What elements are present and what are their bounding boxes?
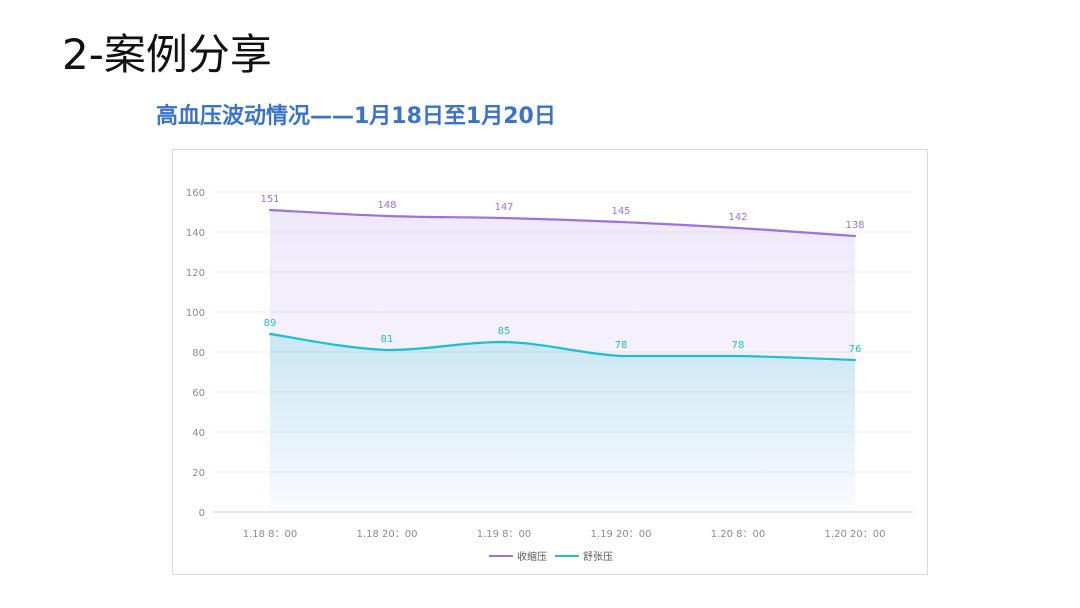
data-label: 78 <box>732 340 745 351</box>
y-tick-label: 0 <box>199 508 205 519</box>
series-line[interactable] <box>268 332 857 362</box>
legend-label: 收缩压 <box>517 550 547 563</box>
y-tick-label: 40 <box>192 428 205 439</box>
line-chart: 151 148 147 145 142 138 89 81 85 78 78 76 0 20 40 60 80… <box>186 188 913 563</box>
data-label: 138 <box>845 220 864 231</box>
y-tick-label: 140 <box>186 228 205 239</box>
axis-layer: 0 20 40 60 80 100 120 140 160 1.18 8：00 1.18 20：00… <box>186 188 886 540</box>
legend-label: 舒张压 <box>583 550 613 563</box>
data-label: 151 <box>260 194 279 205</box>
legend-item[interactable]: 舒张压 <box>555 550 613 563</box>
x-tick-label: 1.18 20：00 <box>357 529 418 540</box>
x-tick-label: 1.18 8：00 <box>243 529 298 540</box>
x-tick-label: 1.19 20：00 <box>591 529 652 540</box>
legend-item[interactable]: 收缩压 <box>489 550 547 563</box>
line-layer <box>268 208 857 362</box>
chart-frame: 151 148 147 145 142 138 89 81 85 78 78 76 0 20 40 60 80… <box>172 149 928 575</box>
chart-title: 高血压波动情况——1月18日至1月20日 <box>156 104 556 129</box>
data-label: 89 <box>264 318 277 329</box>
series-line[interactable] <box>268 208 857 238</box>
y-tick-label: 60 <box>192 388 205 399</box>
x-tick-label: 1.20 8：00 <box>711 529 766 540</box>
data-label: 147 <box>494 202 513 213</box>
page-title: 2-案例分享 <box>62 30 272 79</box>
x-tick-label: 1.20 20：00 <box>825 529 886 540</box>
data-label: 145 <box>611 206 630 217</box>
x-tick-label: 1.19 8：00 <box>477 529 532 540</box>
y-tick-label: 20 <box>192 468 205 479</box>
data-label: 76 <box>849 344 862 355</box>
area-layer <box>270 210 855 512</box>
y-tick-label: 120 <box>186 268 205 279</box>
data-label: 81 <box>381 334 394 345</box>
legend[interactable]: 收缩压 舒张压 <box>489 550 613 563</box>
data-label: 85 <box>498 326 511 337</box>
y-tick-label: 80 <box>192 348 205 359</box>
y-tick-label: 100 <box>186 308 205 319</box>
data-label: 148 <box>377 200 396 211</box>
label-layer: 151 148 147 145 142 138 89 81 85 78 78 76 <box>260 194 864 355</box>
data-label: 142 <box>728 212 747 223</box>
data-label: 78 <box>615 340 628 351</box>
series-area <box>270 334 855 512</box>
y-tick-label: 160 <box>186 188 205 199</box>
